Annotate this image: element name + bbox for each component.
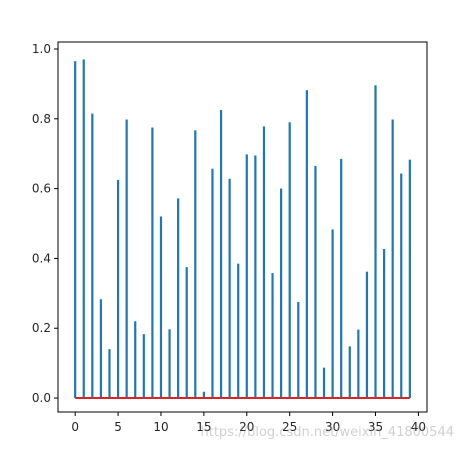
bar-18: [228, 178, 231, 399]
bar-37: [391, 119, 394, 399]
bar-13: [185, 267, 188, 399]
bar-30: [331, 229, 334, 399]
y-tick-label-0.4: 0.4: [32, 251, 51, 265]
bar-16: [211, 168, 214, 399]
bar-5: [116, 179, 120, 399]
bar-9: [151, 127, 154, 399]
bar-32: [348, 346, 351, 399]
bar-21: [254, 155, 257, 399]
bar-36: [382, 248, 386, 399]
y-tick-label-0: 0.0: [32, 391, 51, 405]
bar-24: [280, 188, 283, 399]
bar-27: [305, 90, 308, 399]
bar-4: [108, 349, 111, 399]
y-tick-label-0.8: 0.8: [32, 112, 51, 126]
y-tick-label-0.6: 0.6: [32, 182, 51, 196]
bar-12: [177, 198, 180, 399]
x-tick-label-10: 10: [153, 420, 168, 434]
x-tick-label-15: 15: [196, 420, 211, 434]
bar-15: [202, 391, 205, 399]
x-tick-label-25: 25: [282, 420, 297, 434]
x-tick-label-0: 0: [71, 420, 79, 434]
bar-39: [408, 159, 411, 399]
bar-34: [365, 271, 369, 399]
bar-26: [297, 302, 300, 399]
bar-31: [340, 158, 343, 399]
bar-38: [400, 173, 403, 399]
x-tick-label-30: 30: [325, 420, 340, 434]
bar-19: [237, 263, 240, 399]
bar-35: [374, 85, 377, 399]
bar-8: [142, 334, 145, 399]
bar-29: [322, 367, 326, 399]
x-tick-label-35: 35: [368, 420, 383, 434]
bar-7: [134, 321, 137, 399]
bar-23: [271, 273, 274, 399]
bar-28: [314, 165, 317, 399]
bar-10: [159, 216, 163, 399]
bar-6: [125, 119, 128, 399]
axes-frame: [57, 41, 428, 413]
bar-14: [194, 130, 197, 399]
y-tick-label-0.2: 0.2: [32, 321, 51, 335]
bar-3: [99, 299, 103, 399]
x-tick-label-40: 40: [411, 420, 426, 434]
bar-2: [91, 113, 94, 399]
bar-33: [357, 329, 360, 399]
bar-22: [262, 126, 266, 399]
x-tick-label-20: 20: [239, 420, 254, 434]
bar-20: [245, 154, 248, 399]
x-tick-label-5: 5: [114, 420, 122, 434]
bar-0: [74, 61, 77, 399]
bar-11: [168, 329, 171, 399]
watermark: https://blog.csdn.net/weixin_41800544: [200, 425, 454, 440]
bar-25: [288, 122, 291, 399]
y-tick-label-1: 1.0: [32, 42, 51, 56]
bar-17: [219, 110, 223, 399]
bar-1: [82, 59, 85, 399]
